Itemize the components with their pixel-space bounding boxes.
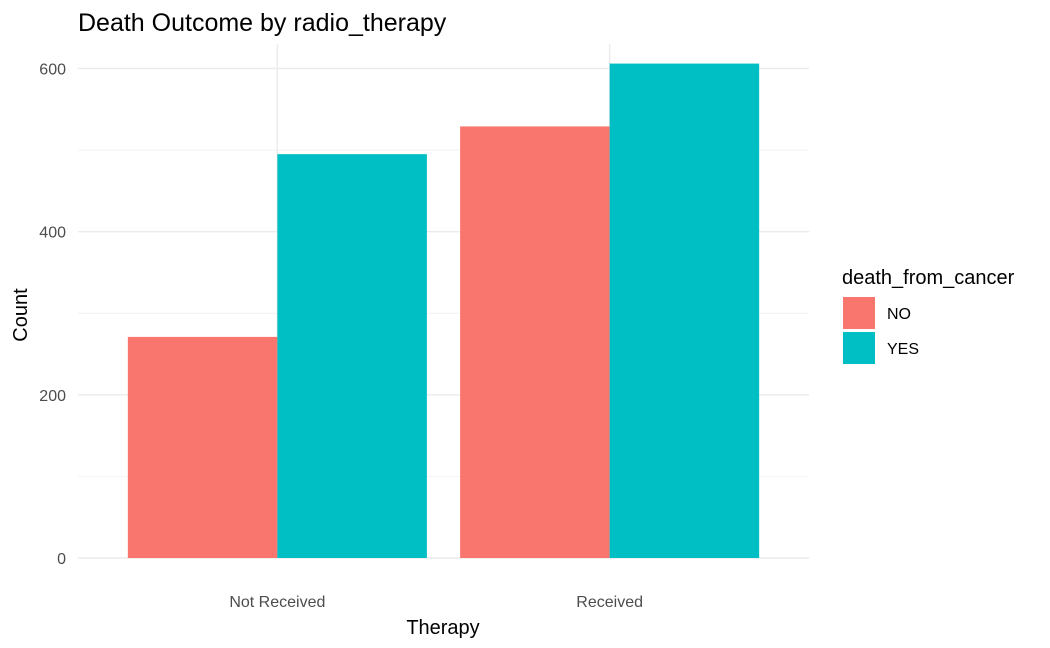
x-axis-ticks: Not Received Received — [229, 594, 643, 611]
legend-key-no — [843, 297, 875, 329]
y-axis-title: Count — [10, 288, 32, 342]
bars — [127, 63, 760, 559]
x-axis-title: Therapy — [406, 617, 479, 639]
bar-no-received — [460, 126, 610, 559]
y-tick-label: 200 — [39, 388, 66, 405]
chart-title: Death Outcome by radio_therapy — [78, 9, 447, 37]
legend-label-yes: YES — [887, 341, 919, 358]
legend-label-no: NO — [887, 306, 911, 323]
legend-title: death_from_cancer — [842, 267, 1015, 289]
x-tick-label: Received — [576, 594, 643, 611]
bar-yes-received — [609, 63, 760, 558]
x-tick-label: Not Received — [229, 594, 325, 611]
y-tick-label: 600 — [39, 61, 66, 78]
bar-yes-not-received — [277, 154, 427, 558]
y-axis-ticks: 0 200 400 600 — [39, 61, 66, 568]
y-tick-label: 0 — [57, 551, 66, 568]
legend-key-yes — [843, 332, 875, 364]
y-tick-label: 400 — [39, 225, 66, 242]
legend: death_from_cancer NO YES — [842, 267, 1015, 364]
bar-no-not-received — [127, 336, 278, 558]
